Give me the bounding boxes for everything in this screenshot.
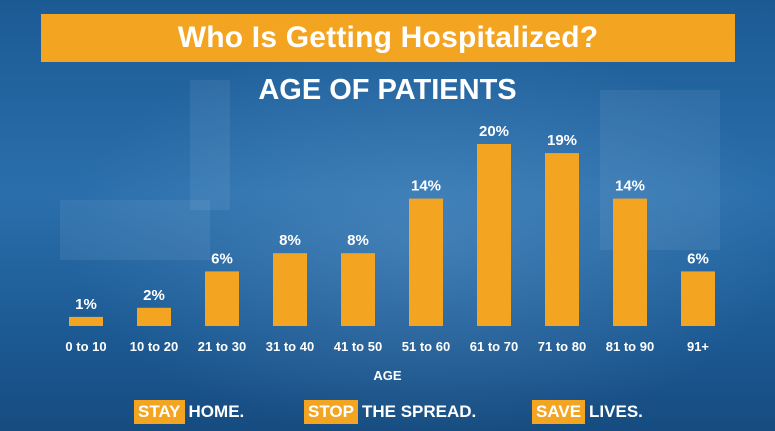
bar-21-to-30 bbox=[205, 271, 239, 326]
category-label: 0 to 10 bbox=[65, 339, 106, 354]
category-label: 61 to 70 bbox=[470, 339, 518, 354]
page-title: Who Is Getting Hospitalized? bbox=[177, 21, 599, 54]
title-banner: Who Is Getting Hospitalized? bbox=[41, 14, 735, 62]
slogan-highlight: STAY bbox=[134, 400, 185, 424]
slogan-stay-home: STAY HOME. bbox=[134, 399, 244, 425]
category-label: 31 to 40 bbox=[266, 339, 314, 354]
bar-value-label: 2% bbox=[143, 287, 165, 304]
slogan-save-lives: SAVE LIVES. bbox=[532, 399, 643, 425]
bar-31-to-40 bbox=[273, 253, 307, 326]
bar-10-to-20 bbox=[137, 307, 171, 326]
slogan-text: LIVES. bbox=[589, 402, 643, 421]
bar-value-label: 14% bbox=[615, 178, 645, 195]
bar-value-label: 14% bbox=[411, 178, 441, 195]
bar-41-to-50 bbox=[341, 253, 375, 326]
bar-81-to-90 bbox=[613, 198, 647, 326]
slogan-highlight: STOP bbox=[304, 400, 358, 424]
bar-value-label: 1% bbox=[75, 296, 97, 313]
category-label: 41 to 50 bbox=[334, 339, 382, 354]
footer-slogans: STAY HOME. STOP THE SPREAD. SAVE LIVES. bbox=[0, 399, 775, 425]
bar-61-to-70 bbox=[477, 144, 511, 326]
slogan-text: THE SPREAD. bbox=[361, 402, 477, 421]
bar-value-label: 6% bbox=[211, 250, 233, 267]
category-label: 91+ bbox=[687, 339, 709, 354]
bar-value-label: 6% bbox=[687, 250, 709, 267]
bar-51-to-60 bbox=[409, 198, 443, 326]
category-label: 71 to 80 bbox=[538, 339, 586, 354]
bar-71-to-80 bbox=[545, 153, 579, 326]
bar-value-label: 20% bbox=[479, 123, 509, 140]
chart-title: AGE OF PATIENTS bbox=[258, 74, 517, 106]
category-label: 81 to 90 bbox=[606, 339, 654, 354]
bar-value-label: 8% bbox=[347, 232, 369, 249]
bar-91plus bbox=[681, 271, 715, 326]
category-label: 10 to 20 bbox=[130, 339, 178, 354]
slogan-highlight: SAVE bbox=[532, 400, 586, 424]
slogan-text: HOME. bbox=[188, 402, 245, 421]
slogan-stop-the-spread: STOP THE SPREAD. bbox=[304, 399, 476, 425]
background-shape bbox=[60, 200, 210, 260]
bar-value-label: 19% bbox=[547, 132, 577, 149]
bar-0-to-10 bbox=[69, 316, 103, 326]
x-axis-label: AGE bbox=[373, 368, 402, 383]
bar-value-label: 8% bbox=[279, 232, 301, 249]
category-label: 21 to 30 bbox=[198, 339, 246, 354]
background-shape bbox=[190, 80, 230, 210]
category-label: 51 to 60 bbox=[402, 339, 450, 354]
